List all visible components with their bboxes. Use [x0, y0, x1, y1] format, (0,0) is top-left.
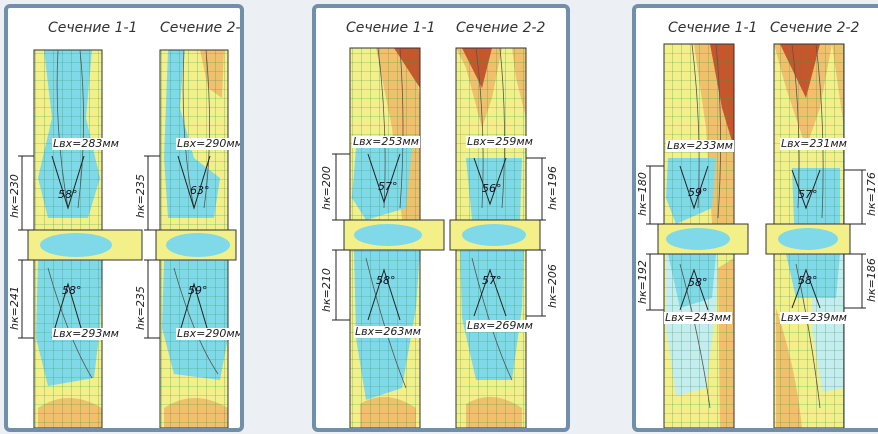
- section-1-title: Сечение 1-1: [668, 20, 758, 36]
- upper-height-label-1: hк=230: [8, 174, 21, 218]
- lower-angle-label-1: 58°: [376, 274, 396, 287]
- panel-1: Сечение 1-1 Сечение 2-2 Lвх=283мм Lвх=29…: [4, 4, 244, 432]
- lower-angle-label-2: 57°: [482, 274, 502, 287]
- section-2-title: Сечение 2-2: [160, 20, 244, 36]
- upper-length-label-2: Lвх=231мм: [780, 137, 848, 150]
- upper-height-label-2: hк=196: [546, 166, 559, 210]
- panel-1-drawing: [18, 49, 237, 428]
- upper-length-label-1: Lвх=233мм: [666, 139, 734, 152]
- lower-length-label-1: Lвх=293мм: [52, 327, 120, 340]
- lower-length-label-2: Lвх=239мм: [780, 311, 848, 324]
- lower-length-label-1: Lвх=243мм: [664, 311, 732, 324]
- lower-length-label-1: Lвх=263мм: [354, 325, 422, 338]
- upper-angle-label-1: 58°: [58, 188, 78, 201]
- upper-angle-label-1: 59°: [688, 186, 708, 199]
- upper-height-label-2: hк=176: [865, 172, 878, 216]
- upper-height-label-1: hк=200: [320, 166, 333, 210]
- section-1-title: Сечение 1-1: [346, 20, 436, 36]
- lower-angle-label-1: 58°: [688, 276, 708, 289]
- panel-3-drawing: [646, 43, 866, 428]
- upper-height-label-1: hк=180: [636, 172, 649, 216]
- upper-length-label-1: Lвх=253мм: [352, 135, 420, 148]
- section-1-title: Сечение 1-1: [48, 20, 138, 36]
- section-2-title: Сечение 2-2: [770, 20, 860, 36]
- upper-height-label-2: hк=235: [134, 174, 147, 218]
- lower-height-label-2: hк=186: [865, 258, 878, 302]
- lower-height-label-1: hк=192: [636, 260, 649, 304]
- lower-height-label-2: hк=206: [546, 264, 559, 308]
- lower-height-label-2: hк=235: [134, 286, 147, 330]
- upper-length-label-2: Lвх=259мм: [466, 135, 534, 148]
- lower-height-label-1: hк=241: [8, 286, 21, 330]
- panel-2-drawing: [332, 47, 546, 428]
- upper-angle-label-2: 56°: [482, 182, 502, 195]
- panel-2: Сечение 1-1 Сечение 2-2 Lвх=253мм Lвх=25…: [312, 4, 570, 432]
- lower-angle-label-2: 59°: [188, 284, 208, 297]
- section-2-title: Сечение 2-2: [456, 20, 546, 36]
- upper-angle-label-1: 57°: [378, 180, 398, 193]
- upper-angle-label-2: 57°: [798, 188, 818, 201]
- upper-length-label-2: Lвх=290мм: [176, 137, 243, 150]
- lower-length-label-2: Lвх=269мм: [466, 319, 534, 332]
- lower-angle-label-1: 58°: [62, 284, 82, 297]
- panel-3: Сечение 1-1 Сечение 2-2 Lвх=233мм Lвх=23…: [632, 4, 878, 432]
- lower-length-label-2: Lвх=290мм: [176, 327, 243, 340]
- upper-angle-label-2: 63°: [190, 184, 210, 197]
- upper-length-label-1: Lвх=283мм: [52, 137, 120, 150]
- lower-angle-label-2: 58°: [798, 274, 818, 287]
- lower-height-label-1: hк=210: [320, 268, 333, 312]
